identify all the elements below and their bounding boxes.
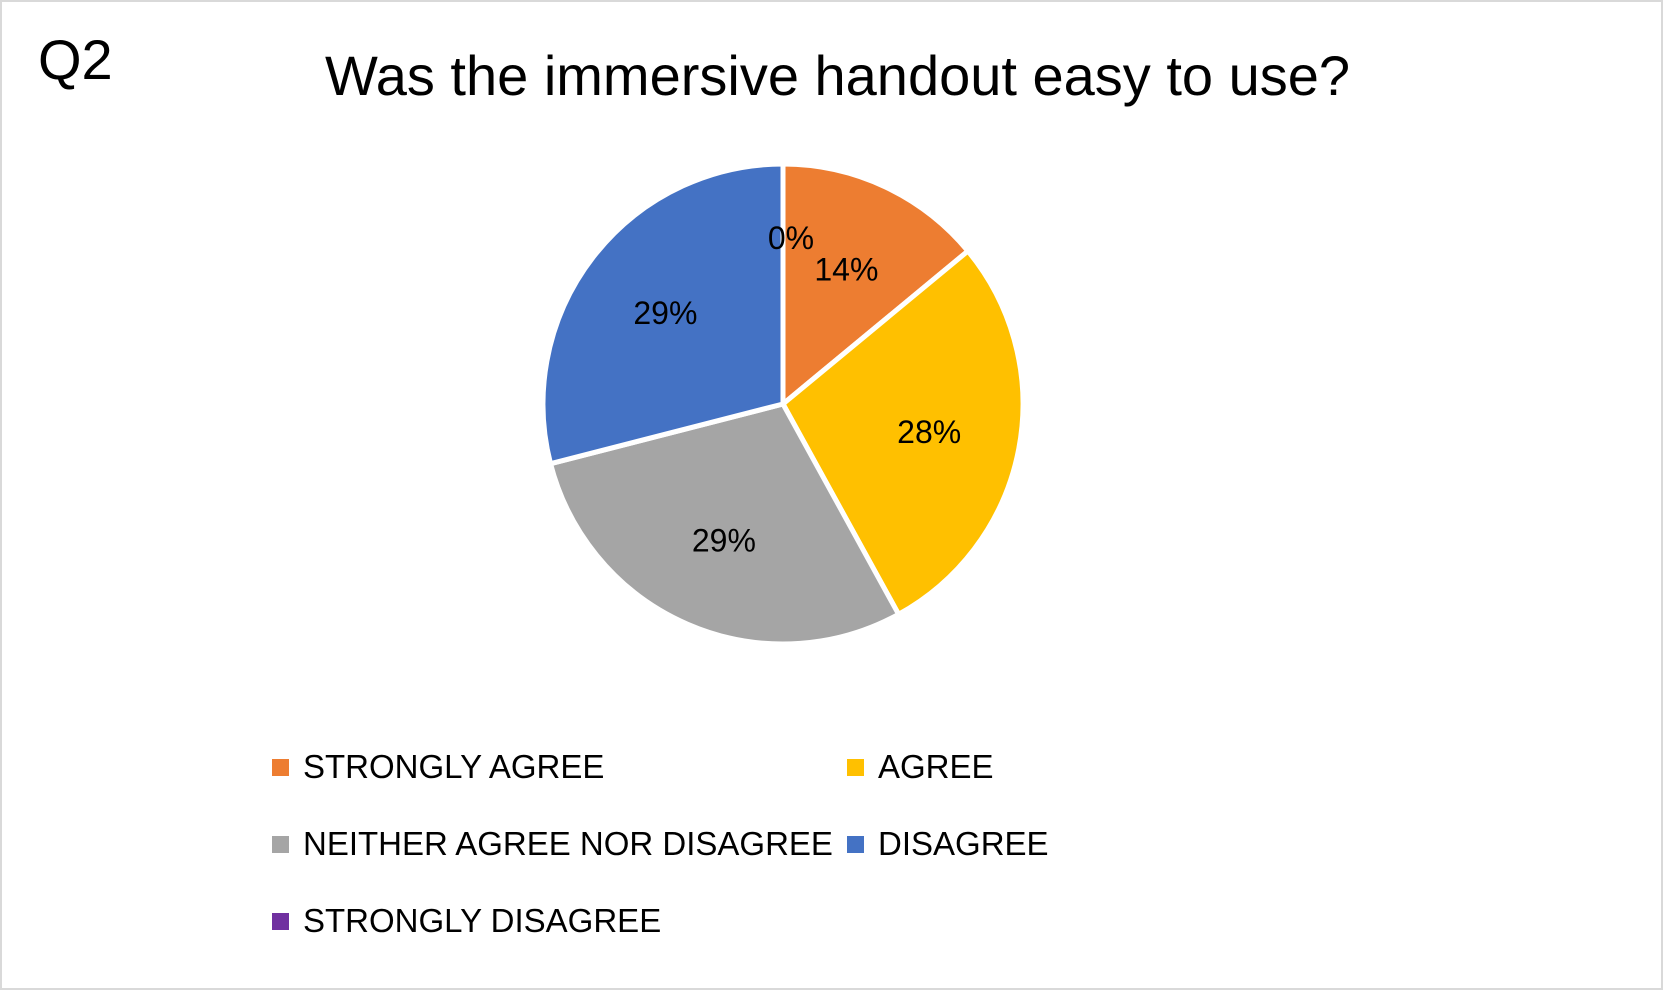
legend-swatch xyxy=(272,835,289,853)
legend-label: DISAGREE xyxy=(878,825,1049,862)
legend-swatch xyxy=(847,835,864,853)
legend-label: STRONGLY AGREE xyxy=(303,748,605,785)
data-label-strongly-agree: 14% xyxy=(814,251,878,287)
legend-label: NEITHER AGREE NOR DISAGREE xyxy=(303,825,833,862)
legend: STRONGLY AGREE AGREE NEITHER AGREE NOR D… xyxy=(272,742,1287,973)
pie-slice-strongly-agree xyxy=(780,161,971,407)
pie-slice-agree xyxy=(780,248,1026,617)
legend-swatch xyxy=(847,758,864,776)
data-label-neither-agree-nor-disagree: 29% xyxy=(692,523,756,559)
data-label-disagree: 29% xyxy=(633,295,697,331)
pie-slices xyxy=(540,161,1026,647)
legend-swatch xyxy=(272,758,289,776)
data-label-strongly-disagree: 0% xyxy=(768,220,814,256)
pie-labels: 14% 28% 29% 29% 0% xyxy=(633,220,961,559)
legend-item-agree: AGREE xyxy=(847,742,1287,792)
data-label-agree: 28% xyxy=(897,414,961,450)
pie-slice-disagree xyxy=(540,161,786,467)
legend-item-neither: NEITHER AGREE NOR DISAGREE xyxy=(272,819,847,869)
question-number: Q2 xyxy=(38,28,113,91)
legend-label: AGREE xyxy=(878,748,994,785)
chart-title: Was the immersive handout easy to use? xyxy=(324,44,1351,107)
legend-item-strongly-disagree: STRONGLY DISAGREE xyxy=(272,896,847,946)
legend-label: STRONGLY DISAGREE xyxy=(303,902,662,939)
legend-item-disagree: DISAGREE xyxy=(847,819,1287,869)
pie-slice-neither-agree-nor-disagree xyxy=(548,401,902,647)
legend-item-strongly-agree: STRONGLY AGREE xyxy=(272,742,847,792)
legend-swatch xyxy=(272,912,289,930)
